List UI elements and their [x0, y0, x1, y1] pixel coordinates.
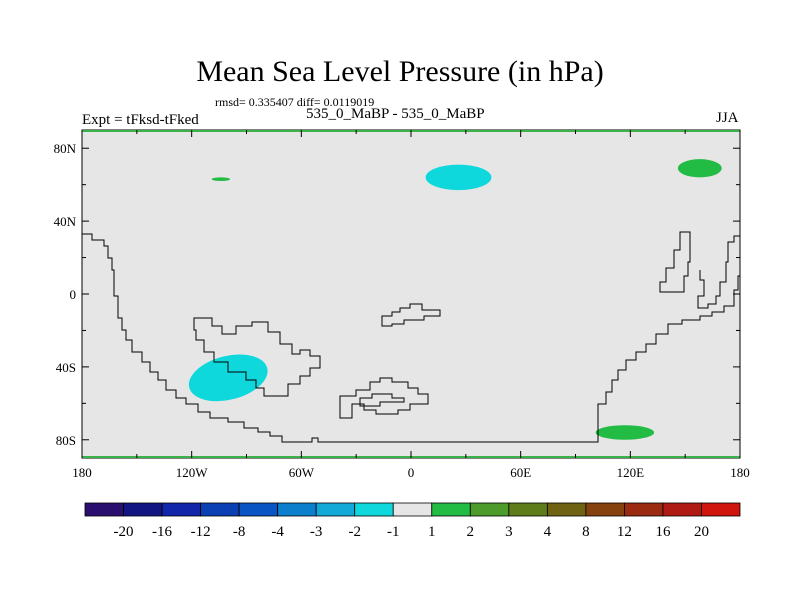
lon-tick-label: 60W	[289, 465, 315, 480]
coastline-south-america-antarctica	[82, 233, 741, 443]
colorbar-label: -3	[310, 524, 323, 540]
colorbar-label: 20	[694, 524, 709, 540]
positive-anomaly-patch-2	[677, 159, 722, 178]
lat-tick-label: 40N	[54, 214, 77, 229]
colorbar-swatch-15	[662, 502, 702, 517]
colorbar-swatch-1	[123, 502, 163, 517]
colorbar-swatch-2	[161, 502, 201, 517]
colorbar-label: 3	[505, 524, 513, 540]
lon-tick-label: 180	[72, 465, 92, 480]
map-subtitle: 535_0_MaBP - 535_0_MaBP	[306, 106, 485, 122]
lat-tick-label: 40S	[56, 360, 76, 375]
colorbar-label: 4	[544, 524, 552, 540]
positive-anomaly-patch-4	[595, 425, 655, 440]
longitude-axis: 180 120W 60W 0 60E 120E 180	[72, 130, 750, 480]
colorbar-label: 12	[617, 524, 632, 540]
latitude-axis: 80N 40N 0 40S 80S	[54, 141, 740, 448]
map-title: Mean Sea Level Pressure (in hPa)	[196, 55, 604, 88]
colorbar-label: 1	[428, 524, 436, 540]
lat-tick-label: 80S	[56, 433, 76, 448]
colorbar-swatch-5	[277, 502, 317, 517]
coastline-southern-inner	[359, 393, 405, 407]
colorbar-label: -12	[191, 524, 211, 540]
colorbar-swatch-3	[200, 502, 240, 517]
coastline-central-island	[381, 303, 441, 327]
colorbar-label: -4	[271, 524, 284, 540]
colorbar-swatch-14	[624, 502, 664, 517]
positive-anomaly-patch-3	[211, 177, 231, 182]
colorbar-swatch-9	[431, 502, 471, 517]
colorbar-label: -16	[152, 524, 172, 540]
colorbar-label: -1	[387, 524, 400, 540]
lon-tick-label: 120W	[176, 465, 209, 480]
colorbar-swatch-10	[469, 502, 510, 517]
colorbar-swatch-12	[546, 502, 587, 517]
colorbar-label: 8	[582, 524, 590, 540]
negative-anomaly-patch-0	[425, 164, 492, 191]
map-background	[82, 130, 740, 458]
colorbar-label: -2	[348, 524, 361, 540]
statistics-text: rmsd= 0.335407 diff= 0.0119019	[215, 95, 375, 109]
coastline-east-asia	[659, 231, 691, 293]
anomaly-patches	[188, 159, 722, 440]
lat-tick-label: 80N	[54, 141, 77, 156]
colorbar-swatch-11	[508, 502, 548, 517]
season-label: JJA	[716, 110, 739, 126]
colorbar-swatch-16	[701, 502, 741, 517]
coastlines	[82, 231, 741, 443]
experiment-label: Expt = tFksd-tFked	[82, 112, 199, 128]
colorbar-swatch-0	[84, 502, 124, 517]
lon-tick-label: 60E	[510, 465, 531, 480]
lon-tick-label: 180	[730, 465, 750, 480]
colorbar-swatch-8	[392, 502, 433, 517]
lon-tick-label: 120E	[617, 465, 645, 480]
colorbar-swatch-4	[238, 502, 279, 517]
colorbar-label: 16	[655, 524, 671, 540]
coastline-southern-island	[339, 377, 429, 419]
lat-tick-label: 0	[70, 287, 77, 302]
colorbar-swatch-13	[585, 502, 625, 517]
lon-tick-label: 0	[408, 465, 415, 480]
colorbar-swatch-7	[354, 502, 394, 517]
colorbar: -20 -16 -12 -8 -4 -3 -2 -1 1 2 3 4 8 12 16 20	[84, 502, 741, 540]
colorbar-label: -8	[233, 524, 246, 540]
negative-anomaly-patch-1	[188, 354, 268, 402]
colorbar-swatch-6	[315, 502, 356, 517]
colorbar-label: -20	[114, 524, 134, 540]
coastline-africa-land	[193, 317, 321, 397]
colorbar-label: 2	[467, 524, 475, 540]
